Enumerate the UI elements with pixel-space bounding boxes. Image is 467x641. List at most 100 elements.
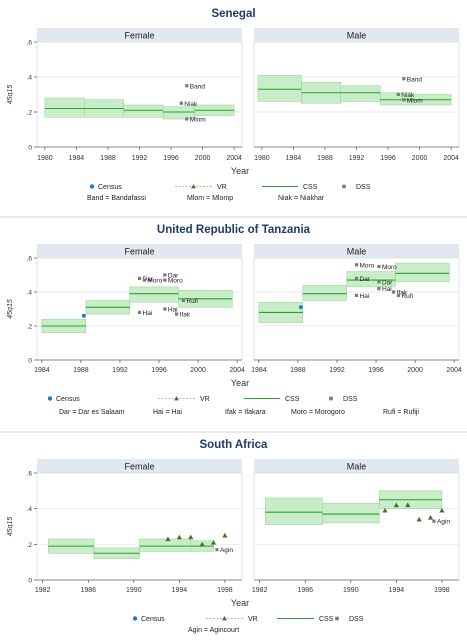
vr-point [176,534,182,540]
y-tick-label: .2 [27,110,33,117]
x-tick-label: 2004 [446,367,462,374]
x-tick-label: 1988 [290,367,306,374]
legend-vr-label: VR [200,396,210,403]
vr-point [382,507,388,513]
y-tick-label: .6 [27,40,33,47]
dss-label: Niak [401,92,415,99]
x-tick-label: 1994 [389,587,405,594]
legend-vr-marker [191,184,196,189]
y-tick-label: .2 [27,324,33,331]
x-axis-label: Year [231,378,249,388]
x-tick-label: 1984 [251,367,267,374]
x-tick-label: 1990 [343,587,359,594]
dss-point [137,310,142,314]
legend-census-marker [132,616,138,621]
legend-css-label: CSS [285,396,300,403]
legend-dss-marker [342,184,346,189]
dss-label: Rufi [186,298,198,305]
dss-point [377,280,381,284]
legend-dss-marker [335,616,339,621]
dss-point [396,293,401,297]
dss-point [377,287,381,291]
legend-census-label: Census [56,396,80,403]
plot-area [36,472,243,581]
x-tick-label: 2000 [190,367,206,374]
dss-label: Moro [147,278,162,285]
x-tick-label: 2004 [443,155,459,162]
vr-point [222,532,228,538]
x-tick-label: 1984 [34,367,50,374]
dss-point [179,101,183,105]
dss-label: Moro [382,264,397,271]
plot-area [36,257,243,361]
css-confidence-band [265,497,323,525]
panel-title: Male [347,462,367,472]
panel-strip [37,459,242,473]
legend-note: Rufi = Rufiji [383,409,419,416]
dss-label: Hai [382,286,392,293]
legend-note: Mlom = Mlomp [187,195,233,202]
panel-strip [254,28,459,42]
legend-vr-label: VR [248,616,258,623]
chart-section: United Republic of Tanzania 45q15 Female 0.… [0,224,467,433]
legend-census-marker [47,396,53,401]
panel: Female 0 .2 .4 .6 1982 1986 1990 1994 1998 Agin [27,459,243,594]
dss-point [137,276,142,280]
chart-title: South Africa [200,439,269,451]
legend-css-label: CSS [303,184,318,191]
legend-census-label: Census [98,184,122,191]
chart-title: United Republic of Tanzania [157,224,311,236]
dss-point [354,293,359,297]
y-tick-label: 0 [28,145,32,152]
chart-title: Senegal [211,8,255,20]
dss-label: Agin [437,519,450,526]
dss-label: Agin [220,547,233,554]
panel: Female 0 .2 .4 .6 1984 1988 1992 1996 2000 2004 Dar… [27,244,245,374]
y-tick-label: .2 [27,542,33,549]
vr-point [405,502,411,508]
vr-point [416,516,422,522]
x-tick-label: 1982 [35,587,51,594]
x-tick-label: 1998 [434,587,450,594]
dss-label: Dar [360,276,371,283]
dss-label: Mlom [407,97,423,104]
chart-section: Senegal 45q15 Female 0 .2 .4 .6 1980 1984 1988 199… [0,8,467,218]
dss-label: Hai [360,293,370,300]
x-tick-label: 2004 [229,367,245,374]
y-tick-label: .4 [27,506,33,513]
vr-point [393,502,399,508]
census-point [298,305,303,310]
y-tick-label: .4 [27,290,33,297]
plot-area [36,41,243,148]
x-tick-label: 1986 [297,587,313,594]
x-axis-label: Year [231,166,249,176]
panel-title: Female [124,247,154,257]
dss-point [174,312,179,316]
dss-point [163,273,167,277]
x-tick-label: 1984 [69,155,85,162]
legend-vr-label: VR [217,184,227,191]
legend-note: Ifak = Ifakara [225,409,266,416]
x-tick-label: 1980 [254,155,270,162]
dss-point [163,278,167,282]
dss-point [354,276,359,280]
x-tick-label: 1980 [37,155,53,162]
plot-area [253,472,460,581]
legend-vr-marker [174,396,179,401]
x-tick-label: 1998 [217,587,233,594]
dss-point [185,117,189,121]
panel-strip [254,244,459,258]
panel-title: Female [124,462,154,472]
panel: Male 1984 1988 1992 1996 2000 2004 Moro Moro Dar D… [251,244,462,374]
panel: Male 1982 1986 1990 1994 1998 Agin [252,459,460,594]
dss-label: Ifak [397,290,408,297]
dss-point [354,263,359,267]
vr-point [427,514,434,520]
x-tick-label: 1992 [112,367,128,374]
legend-note: Agin = Agincourt [188,627,239,634]
y-axis-label: 45q15 [7,299,14,319]
legend: Census VR CSS DSS Band = Bandafassi Mlom = Ml… [87,184,371,202]
dss-point [215,548,219,552]
panel-strip [254,459,459,473]
